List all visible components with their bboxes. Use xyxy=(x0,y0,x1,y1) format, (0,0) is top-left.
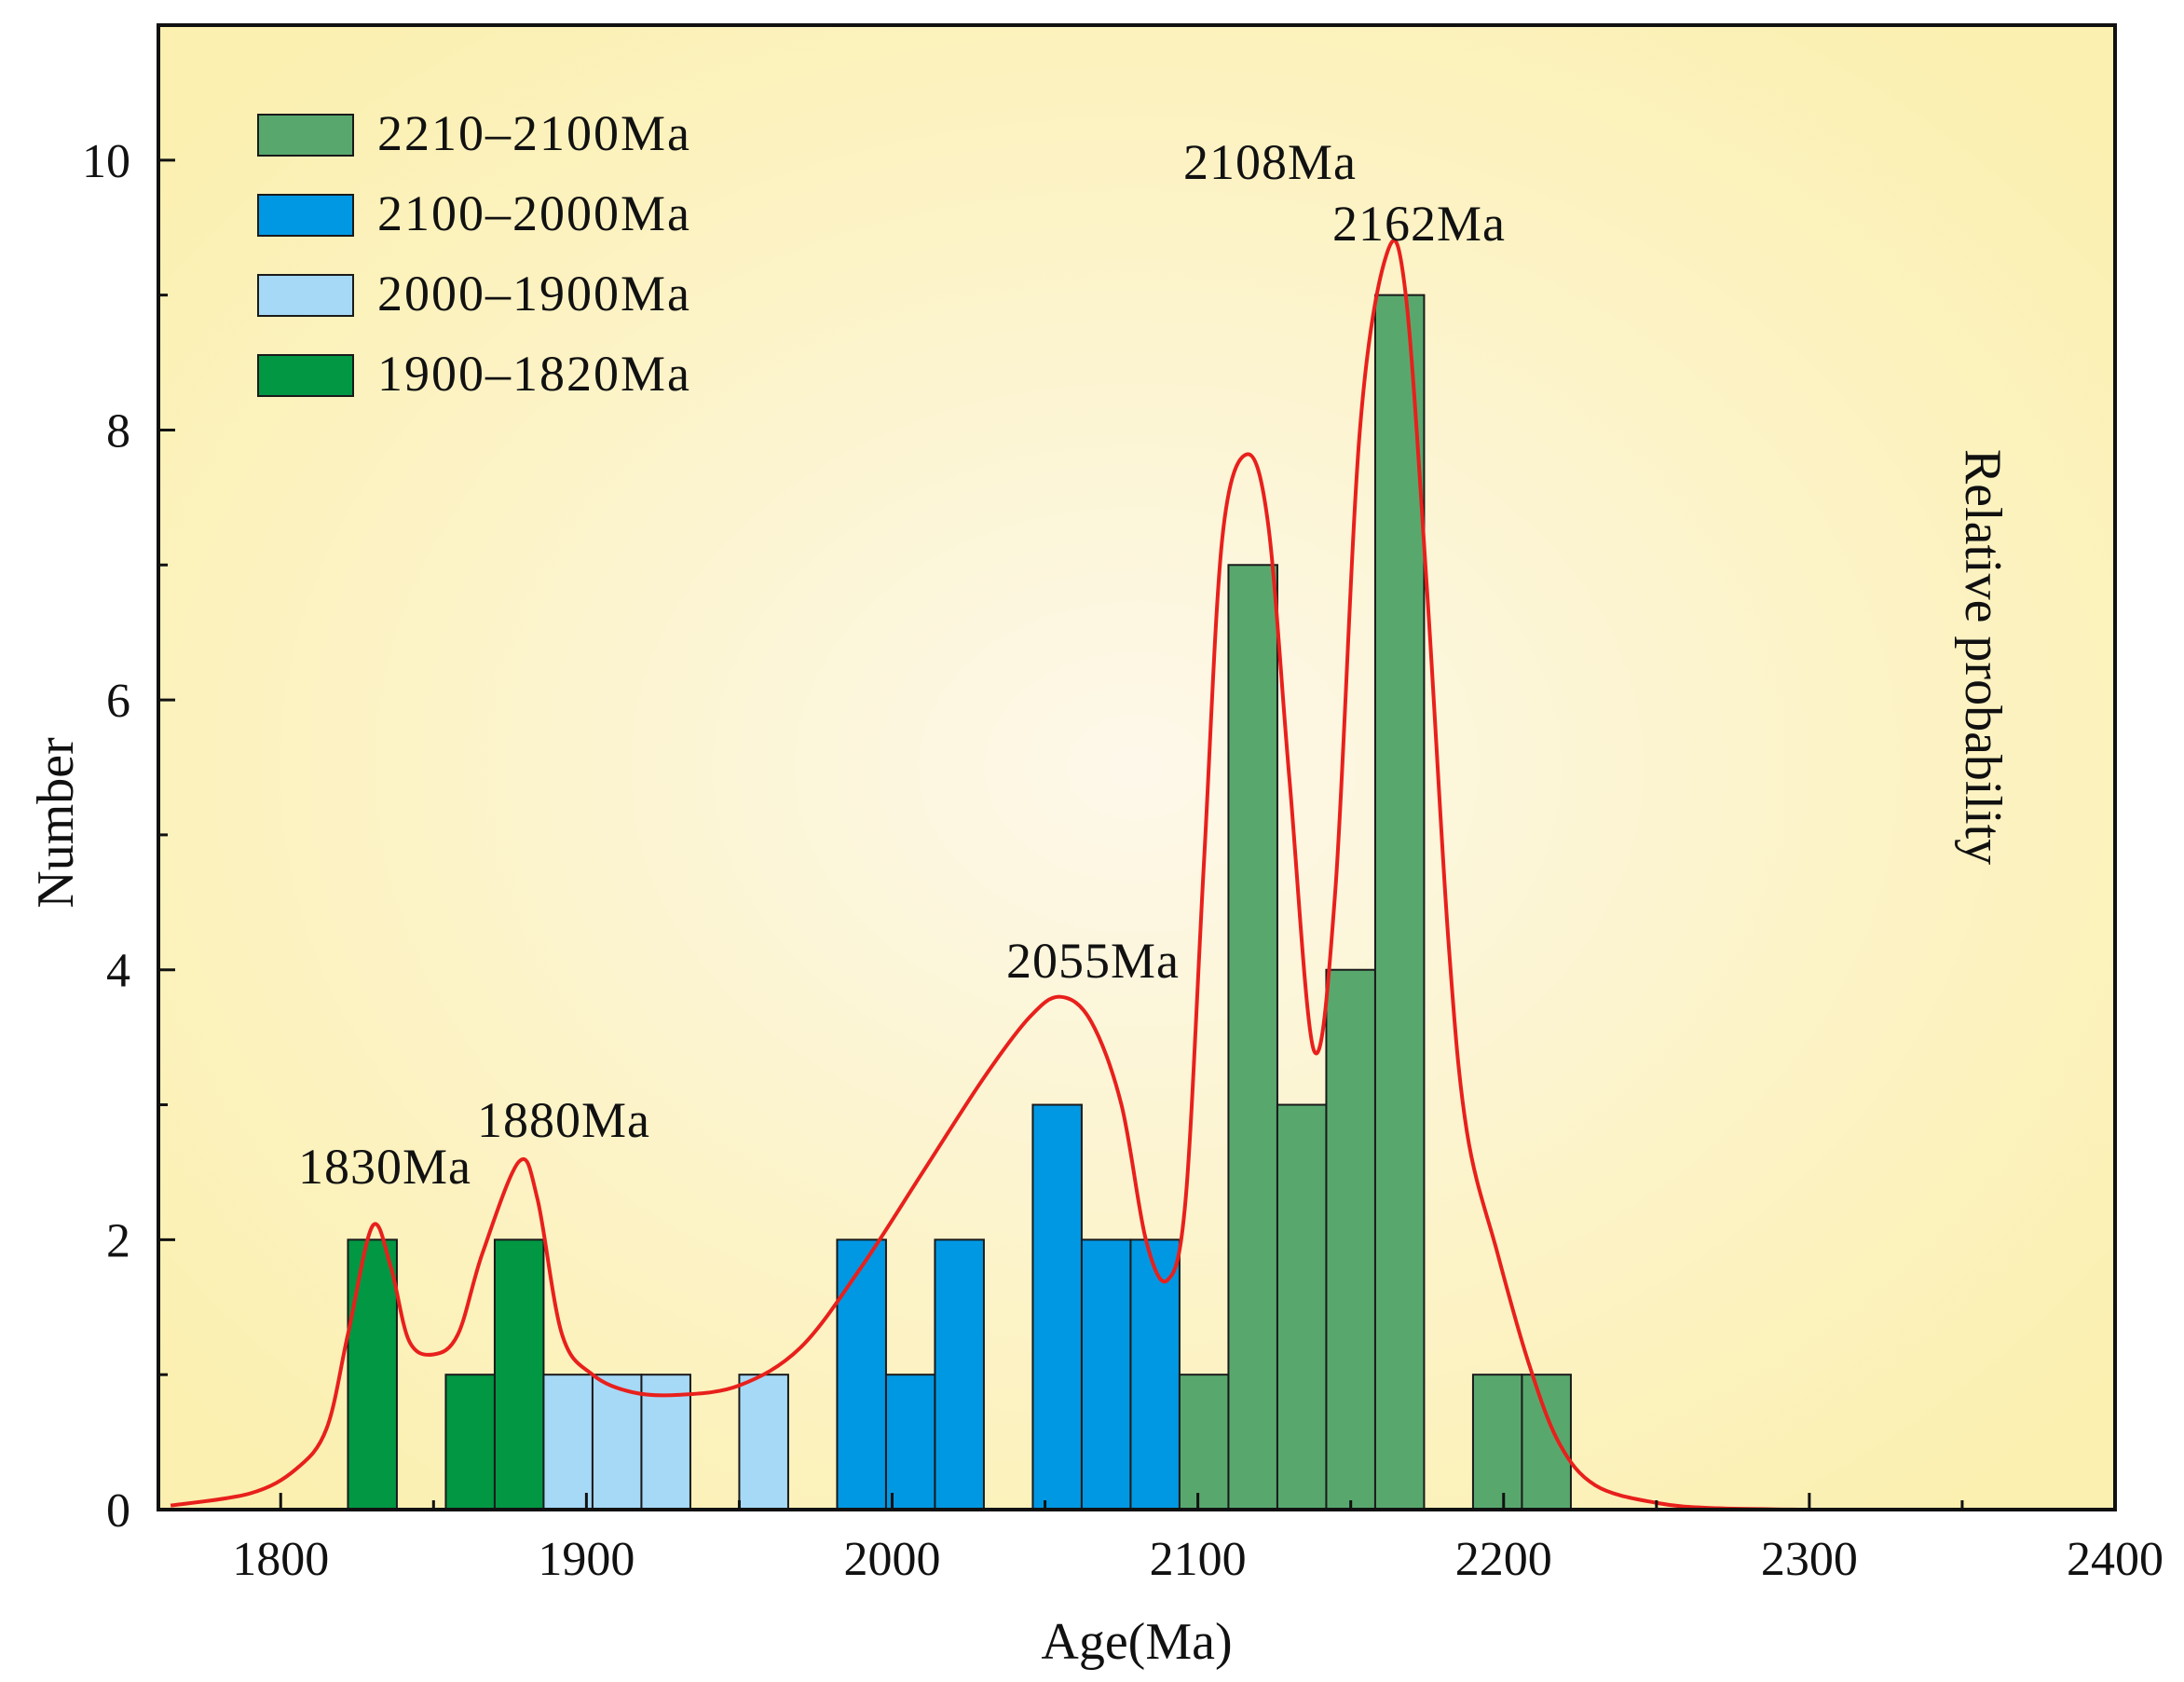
bar-1950 xyxy=(738,1374,789,1511)
legend-swatch xyxy=(257,194,354,237)
x-tick-label: 2400 xyxy=(2067,1533,2164,1586)
legend-label: 2100–2000Ma xyxy=(377,185,691,241)
bars-group xyxy=(347,294,1572,1511)
x-tick-label: 2300 xyxy=(1761,1533,1858,1586)
bar-2206 xyxy=(1521,1374,1572,1511)
peak-label-2162: 2162Ma xyxy=(1332,196,1506,252)
legend-label: 1900–1820Ma xyxy=(377,346,691,402)
legend-label: 2000–1900Ma xyxy=(377,266,691,321)
bar-2062 xyxy=(1080,1238,1132,1511)
y-tick-label: 4 xyxy=(106,945,130,998)
bar-2190 xyxy=(1471,1374,1523,1511)
legend: 2210–2100Ma 2100–2000Ma 2000–1900Ma 1900–18… xyxy=(257,105,691,402)
bar-2014 xyxy=(934,1238,985,1511)
bar-2110 xyxy=(1227,564,1278,1511)
y-tick-label: 2 xyxy=(106,1214,130,1267)
peak-label-2108: 2108Ma xyxy=(1183,134,1357,190)
legend-swatch xyxy=(257,274,354,317)
bar-2046 xyxy=(1031,1103,1083,1511)
bar-2094 xyxy=(1178,1374,1230,1511)
y-tick-label: 0 xyxy=(106,1484,130,1538)
bar-1870 xyxy=(493,1238,545,1511)
peak-label-2055: 2055Ma xyxy=(1006,933,1180,989)
y2-axis-label: Relative probability xyxy=(1954,449,2012,865)
x-axis-ticks: 1800 1900 2000 2100 2200 2300 2400 xyxy=(232,1493,2164,1586)
bar-1902 xyxy=(591,1374,643,1511)
x-tick-label: 2200 xyxy=(1455,1533,1552,1586)
bar-1854 xyxy=(444,1374,496,1511)
x-axis-label: Age(Ma) xyxy=(1041,1613,1232,1671)
bar-2142 xyxy=(1325,968,1376,1511)
bar-1886 xyxy=(542,1374,594,1511)
bar-2078 xyxy=(1129,1238,1181,1511)
bar-1822 xyxy=(347,1238,398,1511)
x-tick-label: 2000 xyxy=(844,1533,941,1586)
legend-swatch xyxy=(257,114,354,157)
peak-label-1880: 1880Ma xyxy=(477,1092,650,1148)
probability-curve xyxy=(170,239,1809,1511)
legend-label: 2210–2100Ma xyxy=(377,105,691,161)
bar-2126 xyxy=(1276,1103,1328,1511)
plot-frame xyxy=(157,23,2117,1511)
y-axis-ticks: 0 2 4 6 8 10 xyxy=(82,23,175,1538)
x-tick-label: 1800 xyxy=(232,1533,329,1586)
bar-2158 xyxy=(1373,294,1426,1511)
y-tick-label: 6 xyxy=(106,675,130,728)
y-tick-label: 8 xyxy=(106,404,130,458)
y-axis-label: Number xyxy=(27,737,85,909)
bar-1982 xyxy=(836,1238,887,1511)
x-tick-label: 2100 xyxy=(1150,1533,1247,1586)
bar-1998 xyxy=(884,1374,936,1511)
legend-swatch xyxy=(257,354,354,397)
peak-label-1830: 1830Ma xyxy=(298,1139,471,1195)
x-tick-label: 1900 xyxy=(538,1533,635,1586)
y-tick-label: 10 xyxy=(82,135,130,188)
